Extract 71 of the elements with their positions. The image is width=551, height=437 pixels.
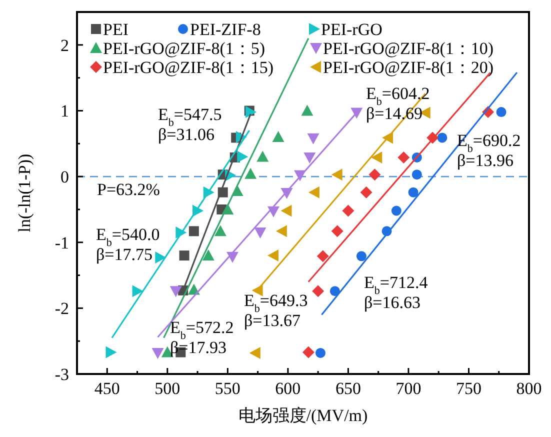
point (302, 346, 314, 358)
y-tick-label: 1 (60, 102, 69, 121)
annotation: P=63.2% (97, 180, 160, 199)
point (179, 250, 190, 261)
x-tick-label: 800 (516, 379, 542, 398)
point (188, 226, 199, 236)
annotation: E$_{b}$=540.0 β=17.75 (96, 225, 160, 264)
x-tick-label: 700 (396, 379, 422, 398)
point (316, 250, 329, 262)
point (360, 186, 372, 198)
point (246, 106, 257, 118)
legend-label: PEI-rGO@ZIF-8(1：10) (323, 39, 494, 58)
annotation: E$_{b}$=712.4 β=16.63 (364, 273, 428, 312)
annotation: E$_{b}$=547.5 β=31.06 (158, 105, 222, 144)
x-tick-label: 500 (154, 379, 180, 398)
legend-label: PEI (103, 20, 129, 39)
y-tick-label: 2 (60, 36, 69, 55)
point (237, 150, 248, 163)
x-tick-label: 600 (275, 379, 301, 398)
point (371, 151, 382, 164)
x-tick-label: 750 (456, 379, 482, 398)
point (244, 168, 257, 179)
point (256, 150, 269, 162)
point (155, 252, 166, 264)
point (350, 108, 363, 119)
x-tick-label: 450 (94, 379, 120, 398)
point (315, 348, 326, 358)
point (330, 286, 340, 296)
point (276, 225, 287, 238)
y-tick-label: -1 (54, 233, 69, 252)
legend-label: PEI-ZIF-8 (190, 20, 261, 39)
point (368, 168, 381, 181)
y-tick-label: 0 (60, 168, 69, 187)
point (301, 104, 314, 116)
point (412, 170, 422, 180)
point (331, 168, 342, 181)
point (331, 225, 344, 238)
y-tick-label: -2 (54, 299, 69, 318)
point (267, 250, 278, 262)
point (249, 346, 260, 359)
point (280, 204, 292, 217)
point (254, 227, 266, 238)
y-axis-title: ln(-ln(1-P)) (15, 154, 34, 232)
point (312, 285, 324, 298)
point (170, 286, 182, 298)
legend-label: PEI-rGO (321, 20, 382, 39)
point (106, 346, 117, 358)
point (272, 131, 284, 142)
point (496, 107, 506, 118)
legend-label: PEI-rGO@ZIF-8(1：20) (323, 58, 494, 77)
point (214, 225, 226, 236)
point (304, 152, 316, 164)
point (391, 206, 402, 216)
point (342, 204, 354, 217)
point (398, 151, 410, 164)
x-tick-label: 650 (335, 379, 361, 398)
y-tick-label: -3 (54, 365, 69, 384)
annotation: E$_{b}$=572.2 β=17.93 (170, 318, 234, 357)
point (408, 187, 418, 198)
x-axis-title: 电场强度/(MV/m) (238, 406, 368, 425)
point (307, 133, 320, 144)
legend-label: PEI-rGO@ZIF-8(1：5) (103, 39, 266, 58)
annotation: E$_{b}$=649.3 β=13.67 (244, 291, 308, 330)
point (308, 186, 320, 198)
x-tick-label: 550 (214, 379, 240, 398)
point (202, 250, 214, 261)
point (437, 132, 448, 143)
legend-label: PEI-rGO@ZIF-8(1：15) (103, 58, 274, 77)
point (356, 251, 366, 262)
point (132, 285, 144, 298)
point (152, 348, 164, 359)
